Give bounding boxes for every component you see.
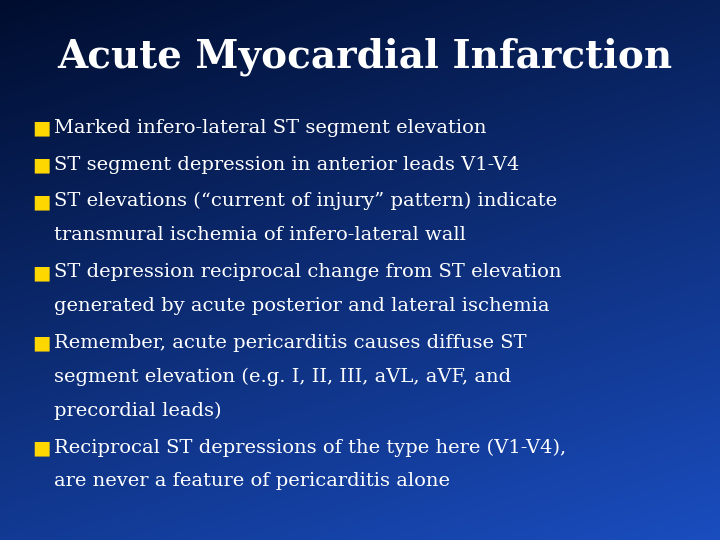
Text: ■: ■: [32, 334, 51, 353]
Text: ■: ■: [32, 192, 51, 211]
Text: ■: ■: [32, 156, 51, 174]
Text: segment elevation (e.g. I, II, III, aVL, aVF, and: segment elevation (e.g. I, II, III, aVL,…: [54, 368, 511, 386]
Text: Acute Myocardial Infarction: Acute Myocardial Infarction: [58, 38, 672, 76]
Text: ST elevations (“current of injury” pattern) indicate: ST elevations (“current of injury” patte…: [54, 192, 557, 211]
Text: are never a feature of pericarditis alone: are never a feature of pericarditis alon…: [54, 472, 450, 490]
Text: ST segment depression in anterior leads V1-V4: ST segment depression in anterior leads …: [54, 156, 519, 173]
Text: ■: ■: [32, 438, 51, 457]
Text: transmural ischemia of infero-lateral wall: transmural ischemia of infero-lateral wa…: [54, 226, 466, 244]
Text: Reciprocal ST depressions of the type here (V1-V4),: Reciprocal ST depressions of the type he…: [54, 438, 566, 457]
Text: generated by acute posterior and lateral ischemia: generated by acute posterior and lateral…: [54, 297, 549, 315]
Text: precordial leads): precordial leads): [54, 402, 222, 420]
Text: Marked infero-lateral ST segment elevation: Marked infero-lateral ST segment elevati…: [54, 119, 487, 137]
Text: ST depression reciprocal change from ST elevation: ST depression reciprocal change from ST …: [54, 263, 562, 281]
Text: ■: ■: [32, 263, 51, 282]
Text: Remember, acute pericarditis causes diffuse ST: Remember, acute pericarditis causes diff…: [54, 334, 526, 352]
Text: ■: ■: [32, 119, 51, 138]
